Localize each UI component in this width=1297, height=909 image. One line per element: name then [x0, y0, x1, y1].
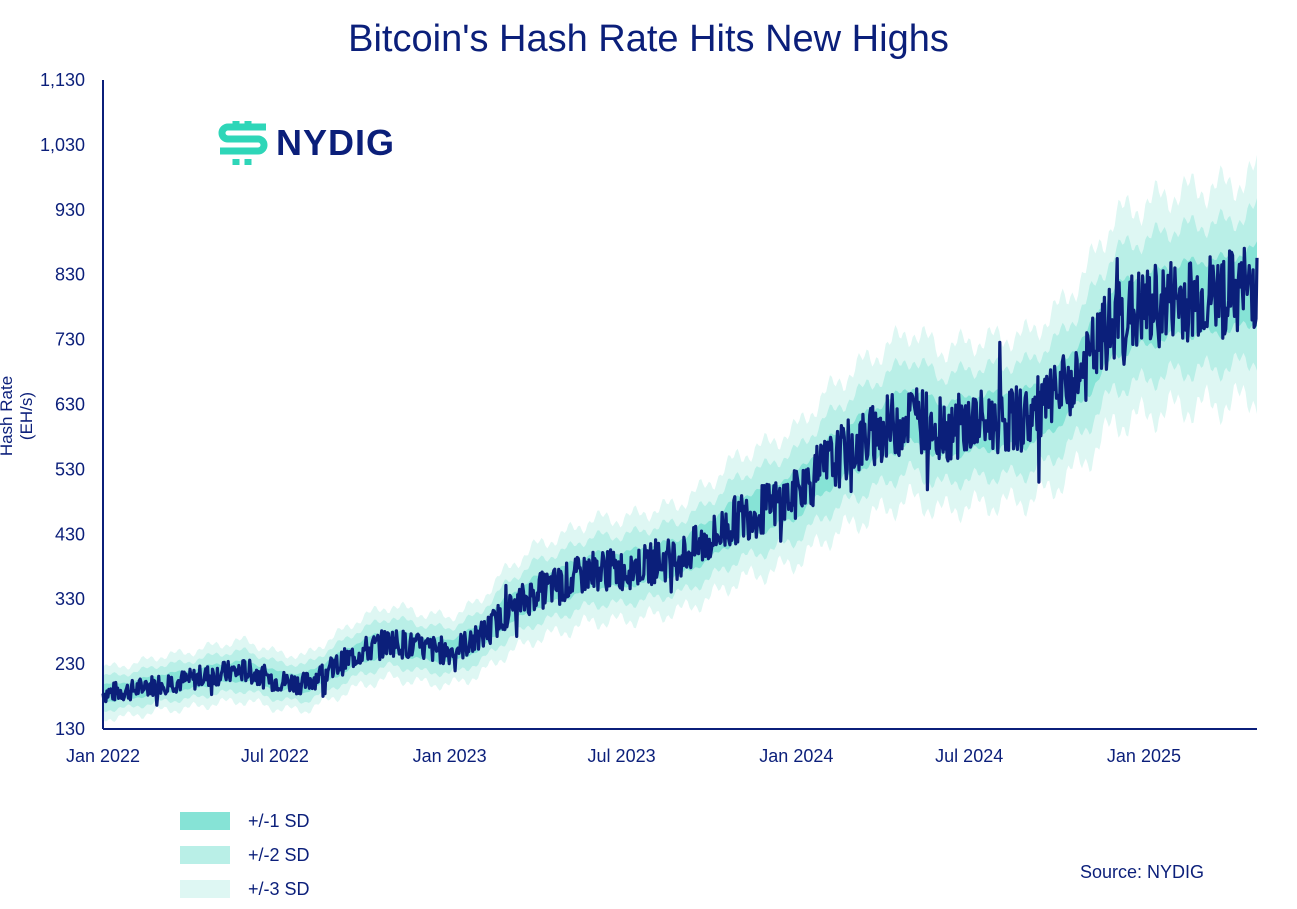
logo-text: NYDIG — [276, 122, 396, 163]
legend-swatch — [180, 812, 230, 830]
legend-label: +/-3 SD — [248, 878, 310, 899]
hash-rate-series — [101, 246, 1259, 707]
y-tick-label: 530 — [55, 459, 85, 479]
y-tick-label: 430 — [55, 524, 85, 544]
x-tick-label: Jan 2025 — [1107, 746, 1181, 766]
legend-item: +/-3 SD — [180, 872, 310, 906]
hash-rate-line — [101, 246, 1259, 707]
chart-title: Bitcoin's Hash Rate Hits New Highs — [348, 18, 949, 60]
legend-item: +/-1 SD — [180, 804, 310, 838]
y-tick-label: 630 — [55, 395, 85, 415]
x-tick-label: Jan 2022 — [66, 746, 140, 766]
legend-item: +/-2 SD — [180, 838, 310, 872]
y-tick-label: 1,030 — [40, 135, 85, 155]
y-tick-label: 230 — [55, 654, 85, 674]
legend-label: +/-1 SD — [248, 810, 310, 831]
y-tick-label: 930 — [55, 200, 85, 220]
legend-label: +/-2 SD — [248, 844, 310, 865]
legend-swatch — [180, 846, 230, 864]
x-tick-label: Jul 2023 — [588, 746, 656, 766]
nydig-logo: NYDIG — [218, 120, 395, 166]
band-2sd — [103, 198, 1257, 713]
axes: 1,130 1,030 930 830 730 630 530 430 330 230 130 Jan… — [40, 70, 1257, 766]
x-tick-label: Jan 2023 — [413, 746, 487, 766]
sd-bands — [103, 154, 1257, 722]
legend-swatch — [180, 880, 230, 898]
x-tick-label: Jul 2022 — [241, 746, 309, 766]
legend: +/-1 SD +/-2 SD +/-3 SD — [180, 804, 310, 906]
x-tick-label: Jan 2024 — [759, 746, 833, 766]
nydig-mark-icon — [218, 121, 268, 165]
band-3sd — [103, 154, 1257, 722]
x-tick-label: Jul 2024 — [935, 746, 1003, 766]
y-tick-label: 330 — [55, 589, 85, 609]
y-tick-label: 130 — [55, 719, 85, 739]
y-tick-label: 730 — [55, 330, 85, 350]
source-note: Source: NYDIG — [1080, 862, 1205, 882]
y-tick-label: 830 — [55, 265, 85, 285]
y-tick-label: 1,130 — [40, 70, 85, 90]
